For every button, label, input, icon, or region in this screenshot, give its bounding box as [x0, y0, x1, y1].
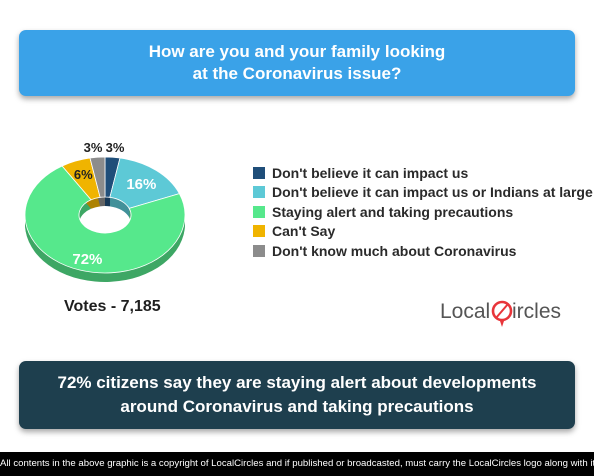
vote-count: Votes - 7,185	[64, 298, 161, 315]
legend-item: Staying alert and taking precautions	[253, 202, 593, 222]
donut-slice	[24, 165, 186, 274]
legend-swatch	[253, 244, 265, 257]
legend-swatch	[253, 205, 265, 218]
conclusion-banner: 72% citizens say they are staying alert …	[19, 361, 575, 429]
slice-data-label: 3%	[106, 140, 125, 155]
copyright-text: All contents in the above graphic is a c…	[0, 458, 594, 469]
legend-swatch	[253, 186, 265, 199]
legend-label: Can't Say	[272, 223, 336, 240]
question-banner: How are you and your family looking at t…	[19, 30, 575, 96]
legend-label: Staying alert and taking precautions	[272, 203, 514, 220]
logo-text-local: Local	[440, 300, 490, 323]
question-title: How are you and your family looking at t…	[148, 42, 446, 83]
legend-label: Don't know much about Coronavirus	[272, 242, 517, 259]
conclusion-text: 72% citizens say they are staying alert …	[57, 373, 537, 416]
slice-data-label: 72%	[72, 251, 102, 268]
legend-label: Don't believe it can impact us	[272, 164, 469, 181]
logo-pin-tip	[500, 321, 504, 327]
legend-item: Can't Say	[253, 222, 593, 242]
infographic-frame: How are you and your family looking at t…	[19, 30, 593, 429]
logo-circle-mark	[491, 300, 513, 322]
logo-pin-mark	[495, 303, 509, 319]
slice-data-label: 6%	[74, 167, 93, 182]
legend-swatch	[253, 225, 265, 238]
chart-legend: Don't believe it can impact us Don't beli…	[253, 163, 593, 261]
legend-label: Don't believe it can impact us or Indian…	[272, 184, 593, 201]
copyright-bar: All contents in the above graphic is a c…	[0, 452, 594, 476]
slice-data-label: 3%	[84, 140, 103, 155]
logo-text-ircles: ircles	[512, 300, 561, 323]
legend-item: Don't know much about Coronavirus	[253, 241, 593, 261]
legend-item: Don't believe it can impact us or Indian…	[253, 183, 593, 203]
legend-item: Don't believe it can impact us	[253, 163, 593, 183]
legend-swatch	[253, 166, 265, 179]
donut-slice	[89, 156, 106, 198]
slice-data-label: 16%	[126, 176, 156, 193]
donut-chart: 3% 16% 72% 6% 3%	[24, 140, 186, 282]
localcircles-logo: Local ircles	[440, 300, 561, 327]
